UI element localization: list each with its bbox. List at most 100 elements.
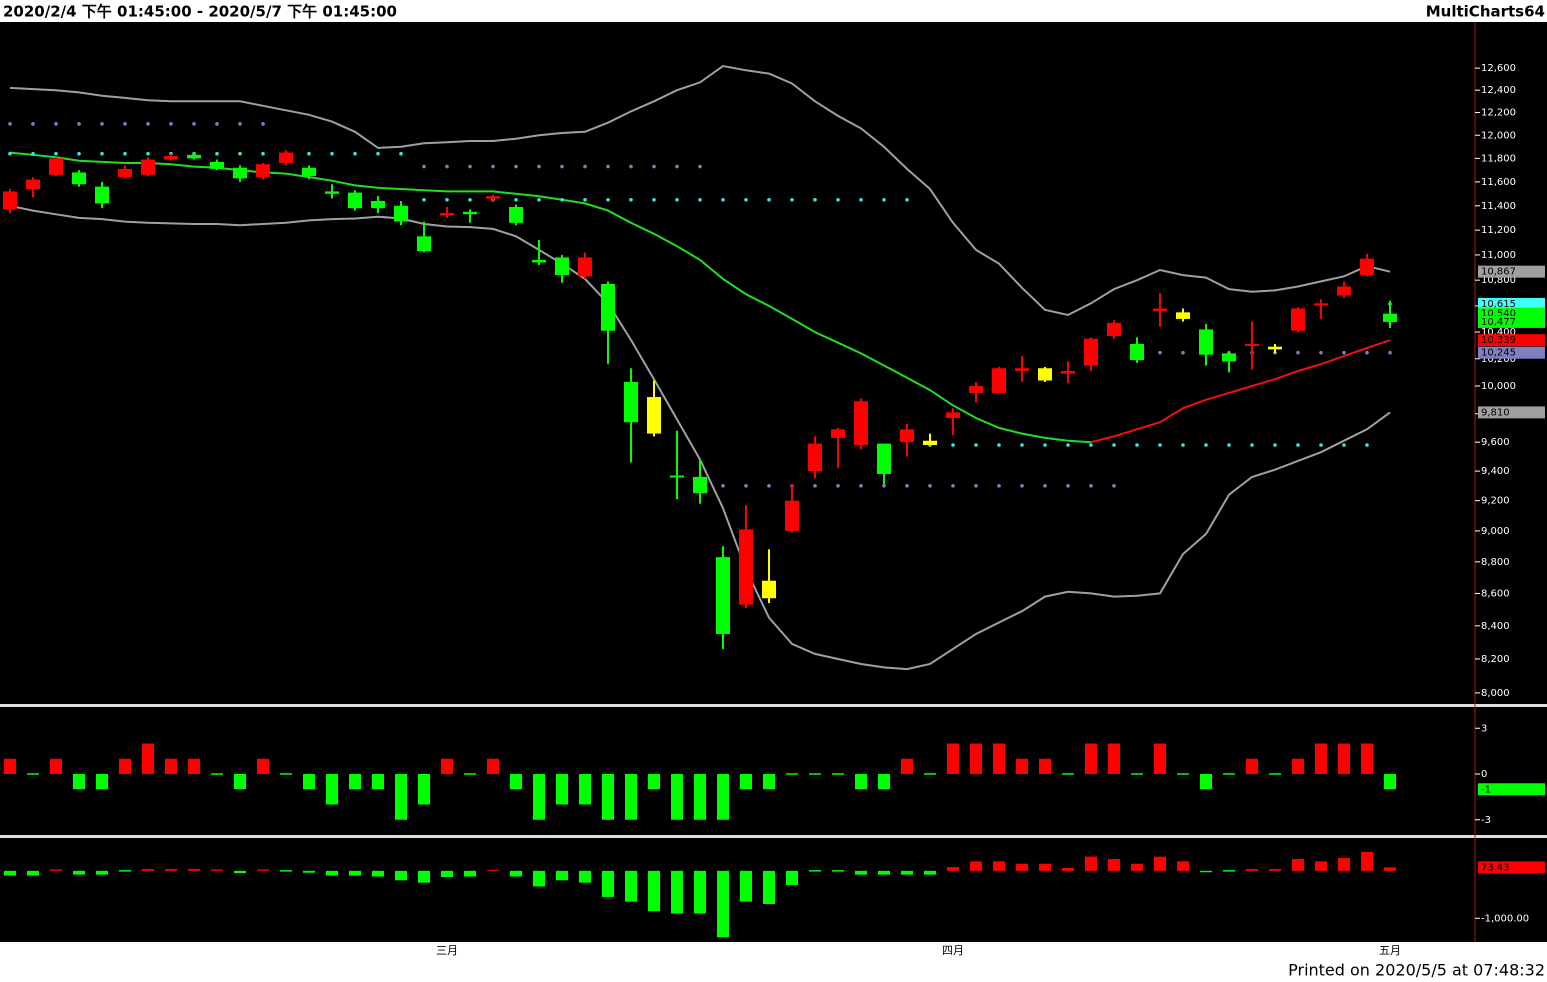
bar bbox=[119, 758, 131, 774]
y-tick-label: 11,600 bbox=[1481, 177, 1516, 188]
level-dot bbox=[583, 197, 587, 202]
candle-body bbox=[1314, 303, 1328, 306]
y-tick-label: 12,200 bbox=[1481, 108, 1516, 119]
candle-body bbox=[762, 580, 776, 599]
y-tick-label: 11,800 bbox=[1481, 153, 1516, 164]
price-marker-label: 10,477 bbox=[1481, 317, 1516, 328]
level-dot bbox=[675, 164, 679, 169]
price-marker bbox=[1478, 334, 1545, 347]
bar bbox=[326, 774, 338, 805]
level-dot bbox=[1296, 443, 1300, 447]
x-tick-label: 四月 bbox=[942, 944, 964, 957]
level-dot bbox=[1181, 350, 1185, 355]
level-dot bbox=[974, 484, 978, 488]
candle-body bbox=[555, 257, 569, 276]
bar bbox=[165, 868, 177, 871]
candle-body bbox=[969, 386, 983, 393]
level-dot bbox=[77, 122, 81, 126]
bar bbox=[257, 758, 269, 774]
level-dot bbox=[1089, 484, 1093, 488]
price-marker-label: 10,867 bbox=[1481, 267, 1516, 278]
bar bbox=[855, 774, 867, 790]
level-dot bbox=[882, 197, 886, 202]
bar bbox=[786, 870, 798, 886]
candle-body bbox=[1268, 346, 1282, 350]
bar bbox=[1108, 858, 1120, 871]
bar bbox=[533, 774, 545, 820]
bar bbox=[1085, 743, 1097, 774]
candle-body bbox=[877, 443, 891, 475]
y-tick-label: 8,200 bbox=[1481, 654, 1510, 665]
level-dot bbox=[767, 197, 771, 202]
bar bbox=[441, 870, 453, 878]
level-dot bbox=[422, 197, 426, 202]
bar bbox=[671, 870, 683, 914]
candle-body bbox=[1176, 312, 1190, 319]
bar bbox=[556, 870, 568, 881]
candle-body bbox=[164, 156, 178, 160]
bar bbox=[142, 743, 154, 774]
level-dot bbox=[1020, 443, 1024, 447]
bar bbox=[579, 774, 591, 805]
level-dot bbox=[146, 122, 150, 126]
candle-body bbox=[1061, 370, 1075, 374]
candle-body bbox=[923, 440, 937, 446]
candle-body bbox=[831, 429, 845, 438]
level-dot bbox=[445, 164, 449, 169]
candle-body bbox=[624, 381, 638, 423]
bar bbox=[349, 870, 361, 876]
bar bbox=[878, 774, 890, 790]
candle-body bbox=[1199, 329, 1213, 355]
bar bbox=[234, 774, 246, 790]
bar bbox=[142, 868, 154, 871]
candle-body bbox=[210, 161, 224, 169]
price-marker bbox=[1478, 406, 1545, 419]
bar bbox=[671, 774, 683, 820]
bar bbox=[4, 870, 16, 876]
candle-body bbox=[279, 152, 293, 164]
level-dot bbox=[1043, 443, 1047, 447]
level-dot bbox=[353, 151, 357, 156]
bar bbox=[1177, 773, 1189, 775]
footer: Printed on 2020/5/5 at 07:48:32 bbox=[1288, 961, 1545, 980]
candle-body bbox=[371, 200, 385, 209]
bar bbox=[27, 870, 39, 876]
indicator-line bbox=[1090, 339, 1391, 444]
level-dot bbox=[997, 443, 1001, 447]
level-dot bbox=[123, 122, 127, 126]
y-tick-label: -1,000.00 bbox=[1481, 913, 1529, 924]
bar bbox=[280, 773, 292, 775]
candle-body bbox=[486, 196, 500, 199]
level-dot bbox=[836, 484, 840, 488]
bar bbox=[1039, 758, 1051, 774]
level-dot bbox=[537, 197, 541, 202]
bar bbox=[418, 774, 430, 805]
candle-body bbox=[785, 500, 799, 531]
candle-body bbox=[3, 191, 17, 210]
level-dot bbox=[698, 197, 702, 202]
level-dot bbox=[951, 443, 955, 447]
bar bbox=[694, 870, 706, 914]
y-tick-label: 9,200 bbox=[1481, 496, 1510, 507]
level-dot bbox=[744, 197, 748, 202]
candle-body bbox=[1038, 368, 1052, 381]
candle-body bbox=[141, 159, 155, 175]
level-dot bbox=[882, 484, 886, 488]
candle-body bbox=[854, 401, 868, 446]
y-tick-label: 8,600 bbox=[1481, 588, 1510, 599]
bar bbox=[211, 773, 223, 775]
candle-body bbox=[394, 205, 408, 222]
level-dot bbox=[1365, 443, 1369, 447]
bar bbox=[970, 743, 982, 774]
level-dot bbox=[1043, 484, 1047, 488]
x-tick-label: 三月 bbox=[436, 944, 458, 957]
level-dot bbox=[1020, 484, 1024, 488]
bar bbox=[1361, 743, 1373, 774]
level-dot bbox=[859, 197, 863, 202]
candle-body bbox=[256, 164, 270, 178]
bar bbox=[4, 758, 16, 774]
bar bbox=[50, 869, 62, 871]
candle-body bbox=[1153, 308, 1167, 312]
bar bbox=[556, 774, 568, 805]
